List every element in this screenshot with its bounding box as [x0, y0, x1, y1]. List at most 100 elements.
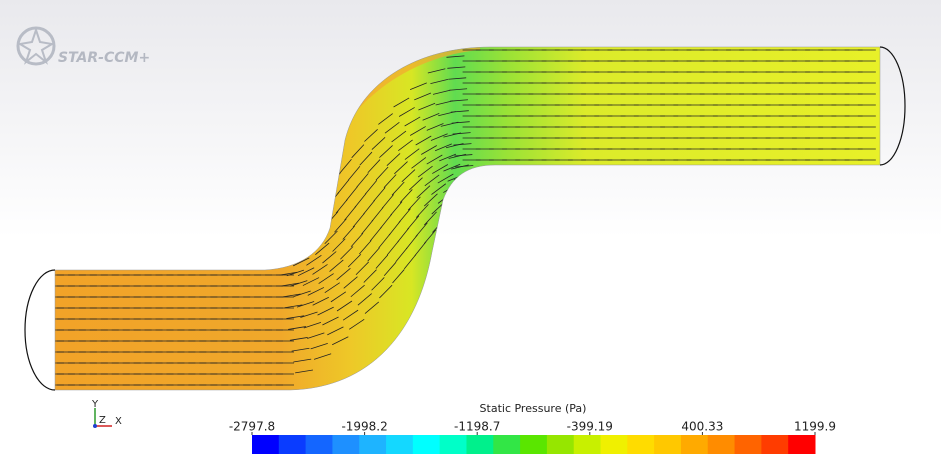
colorbar: Static Pressure (Pa) -2797.8 -1998.2 -1198…	[229, 402, 836, 454]
flow-arrow	[452, 132, 471, 135]
colorbar-tick-label: -2797.8	[229, 420, 275, 434]
flow-arrow	[324, 282, 340, 294]
flow-arrow	[383, 261, 397, 277]
flow-arrow	[421, 145, 437, 155]
flow-arrow	[423, 229, 437, 244]
flow-arrow	[339, 158, 352, 174]
flow-arrow	[348, 166, 361, 181]
flow-arrow	[364, 301, 380, 314]
flow-arrow	[322, 251, 337, 264]
colorbar-segment	[252, 435, 280, 454]
flow-arrow	[379, 284, 393, 299]
flow-arrow	[343, 276, 358, 289]
outlet-edge	[879, 46, 906, 166]
colorbar-segment	[573, 435, 602, 454]
colorbar-segment	[707, 435, 736, 454]
inlet-edge	[24, 269, 56, 391]
flow-arrow	[289, 337, 308, 341]
flow-arrow	[404, 148, 420, 160]
flow-arrow	[345, 186, 358, 201]
flow-arrow	[297, 267, 315, 277]
flow-arrow	[369, 226, 382, 242]
flow-arrow	[399, 189, 413, 203]
flow-arrow	[315, 242, 330, 256]
flow-arrow	[449, 99, 468, 102]
flow-arrow	[334, 218, 347, 233]
colorbar-tick-label: 1199.9	[794, 420, 836, 434]
flow-arrow	[317, 306, 334, 316]
flow-arrow	[439, 153, 457, 162]
colorbar-segment	[278, 435, 307, 454]
flow-arrow	[449, 88, 468, 91]
flow-arrow	[391, 130, 407, 143]
flow-arrow	[418, 102, 436, 111]
flow-arrow	[336, 268, 351, 281]
flow-arrow	[404, 116, 421, 127]
flow-arrow	[451, 164, 469, 170]
flow-arrow	[295, 369, 313, 374]
flow-arrow	[363, 269, 377, 283]
flow-arrow	[446, 55, 465, 58]
flow-arrow	[347, 253, 362, 268]
axis-triad: Y Z X	[91, 399, 122, 428]
flow-arrow	[324, 230, 338, 245]
flow-arrow	[300, 311, 318, 318]
flow-arrow	[430, 133, 448, 141]
flow-arrow	[335, 199, 348, 214]
colorbar-segment	[412, 435, 441, 454]
flow-arrow	[327, 326, 344, 336]
flow-arrow	[313, 353, 332, 360]
flow-arrow	[379, 145, 393, 158]
flow-arrow	[349, 318, 365, 330]
colorbar-tick-label: -1998.2	[341, 420, 387, 434]
colorbar-segment	[627, 435, 655, 454]
flow-arrow	[330, 291, 347, 303]
flow-arrow	[426, 154, 443, 165]
flow-arrow	[342, 225, 355, 240]
flow-arrow	[434, 143, 452, 152]
flow-arrow	[437, 173, 454, 184]
flow-arrow	[403, 254, 416, 270]
flow-arrow	[432, 164, 449, 174]
flow-arrow	[371, 137, 386, 150]
flow-arrow	[424, 174, 440, 187]
flow-arrow	[416, 185, 431, 199]
colorbar-segment	[680, 435, 709, 454]
flow-arrow	[332, 336, 349, 346]
flow-arrow	[388, 220, 401, 236]
flow-arrow	[451, 121, 470, 124]
flow-arrow	[342, 309, 359, 321]
flow-arrow	[380, 213, 393, 229]
flow-arrow	[378, 113, 393, 125]
colorbar-tick-label: -1198.7	[454, 420, 500, 434]
colorbar-segment	[520, 435, 548, 454]
flow-arrow	[336, 300, 353, 312]
flow-arrow	[293, 358, 312, 363]
flow-arrow	[384, 122, 400, 134]
flow-arrow	[282, 293, 301, 298]
flow-arrow	[350, 284, 365, 298]
flow-arrow	[409, 82, 427, 91]
flow-arrow	[409, 126, 426, 136]
colorbar-tick-label: 400.33	[681, 420, 723, 434]
flow-arrow	[364, 180, 378, 195]
flow-arrow	[351, 144, 365, 159]
flow-arrow	[322, 316, 339, 326]
flow-arrow	[281, 282, 299, 287]
flow-arrow	[409, 177, 423, 191]
colorbar-segment	[600, 435, 628, 454]
colorbar-segment	[788, 435, 816, 454]
flow-arrow	[293, 290, 311, 297]
flow-arrow	[279, 271, 298, 276]
flow-arrow	[414, 92, 432, 101]
flow-arrow	[415, 222, 428, 237]
flow-arrow	[392, 269, 405, 284]
flow-arrow	[296, 301, 315, 308]
flow-arrow	[318, 273, 334, 284]
colorbar-segment	[386, 435, 414, 454]
colorbar-segment	[734, 435, 762, 454]
flow-arrow	[427, 68, 446, 74]
flow-arrow	[340, 246, 354, 260]
flow-arrow	[354, 193, 367, 208]
flow-arrow	[383, 174, 397, 188]
